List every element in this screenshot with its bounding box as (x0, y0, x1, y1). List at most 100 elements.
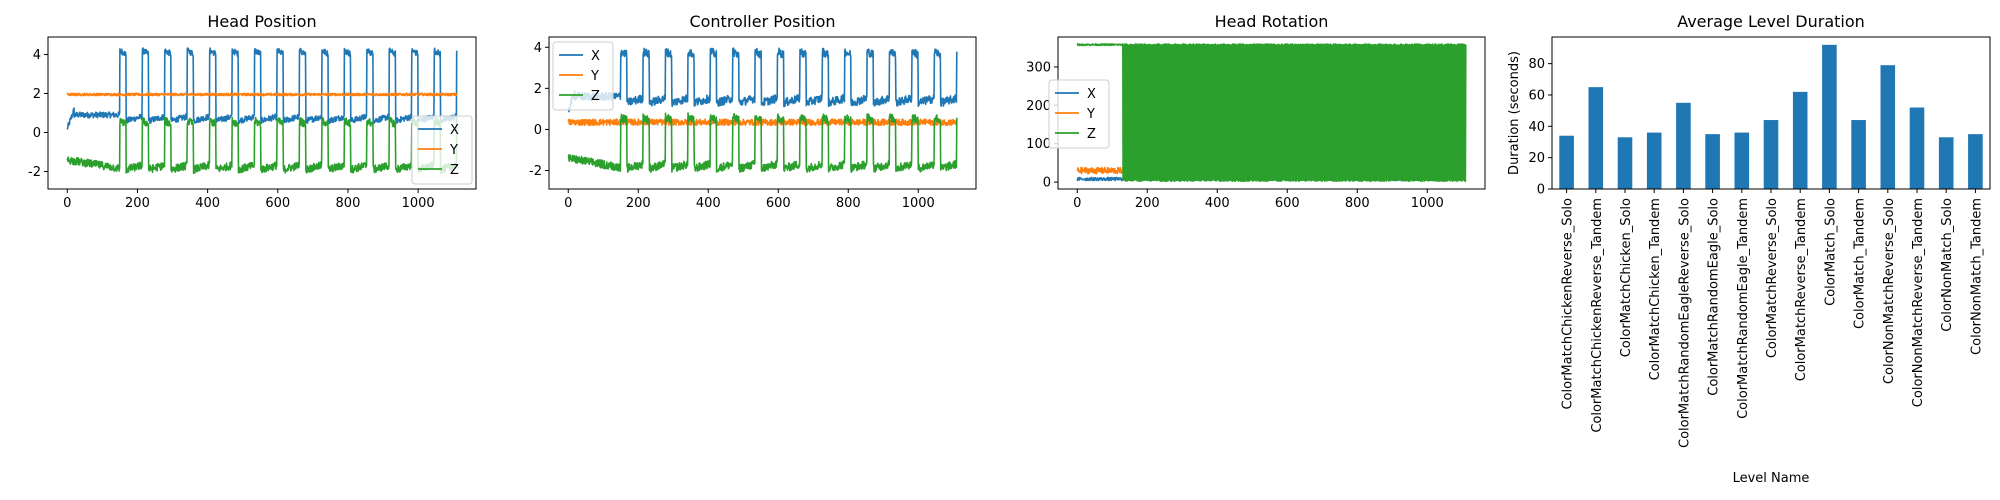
series-group (1076, 43, 1467, 183)
y-tick-label: 20 (1528, 151, 1545, 166)
x-tick-label: 600 (1275, 196, 1300, 211)
legend: XYZ (411, 115, 473, 185)
x-tick-label: 1000 (902, 196, 935, 211)
x-tick-label: 200 (626, 196, 651, 211)
x-tick-label: 600 (265, 196, 290, 211)
series-line-z (1076, 43, 1467, 183)
y-tick-label: 2 (33, 87, 41, 102)
legend-label: Y (1086, 107, 1095, 122)
series-line-x (567, 47, 958, 113)
legend-label: Z (591, 89, 600, 104)
axes-frame (548, 36, 977, 190)
category-label: ColorNonMatch_Solo (1940, 198, 1955, 332)
x-tick-label: 1000 (402, 196, 435, 211)
category-label: ColorMatchChicken_Solo (1619, 198, 1634, 357)
y-tick-label: 60 (1528, 88, 1545, 103)
y-tick-label: 200 (1026, 99, 1051, 114)
bar (1822, 44, 1837, 189)
bar (1559, 135, 1574, 189)
y-tick-label: 100 (1026, 137, 1051, 152)
category-label: ColorMatchRandomEagle_Tandem (1736, 198, 1751, 419)
legend-label: Y (590, 69, 599, 84)
x-tick-label: 800 (1345, 196, 1370, 211)
x-tick-label: 0 (564, 196, 572, 211)
bar (1734, 132, 1750, 189)
category-label: ColorMatch_Tandem (1853, 198, 1868, 329)
series-line-z (567, 112, 958, 173)
y-tick-label: 300 (1026, 60, 1051, 75)
bar (1968, 134, 1983, 189)
series-group (66, 47, 458, 175)
chart-title: Head Rotation (1215, 12, 1329, 31)
chart-title: Head Position (207, 12, 316, 31)
y-tick-label: -2 (529, 164, 542, 179)
bar (1880, 65, 1896, 189)
x-axis-label: Level Name (1733, 471, 1810, 486)
line-panel-3: Head Rotation 0 200 400 600 800 1000 0 100 200 300… (1026, 12, 1486, 211)
x-tick-label: 0 (63, 196, 71, 211)
line-panel-1: Head Position 0 200 400 600 800 1000 -2 0 2 4 XYZ (28, 12, 477, 211)
category-label: ColorMatchChickenReverse_Tandem (1590, 198, 1605, 433)
bar (1851, 120, 1866, 189)
legend: XYZ (552, 41, 614, 111)
legend-box (1048, 79, 1110, 149)
y-tick-label: 80 (1528, 57, 1545, 72)
x-tick-label: 400 (696, 196, 721, 211)
legend-label: Z (1087, 127, 1096, 142)
series-line-y (66, 92, 458, 97)
category-label: ColorMatchReverse_Tandem (1794, 198, 1809, 381)
bar (1588, 87, 1604, 189)
series-line-x (66, 47, 458, 130)
legend-label: X (1087, 87, 1096, 102)
y-axis-label: Duration (seconds) (1507, 51, 1522, 175)
y-tick-label: -2 (28, 165, 41, 180)
y-tick-label: 4 (33, 48, 41, 63)
bar (1646, 132, 1662, 189)
x-tick-label: 800 (336, 196, 361, 211)
category-label: ColorNonMatchReverse_Tandem (1911, 198, 1926, 407)
y-tick-label: 40 (1528, 120, 1545, 135)
category-label: ColorMatchRandomEagleReverse_Solo (1677, 198, 1692, 448)
bar (1676, 102, 1691, 189)
legend-label: X (450, 123, 459, 138)
axes-frame (47, 36, 477, 190)
legend-label: Z (450, 163, 459, 178)
chart-title: Controller Position (689, 12, 835, 31)
x-tick-label: 400 (195, 196, 220, 211)
bar-panel: Average Level Duration ColorMatchChickenR… (1507, 12, 1991, 486)
category-label: ColorMatchRandomEagle_Solo (1707, 198, 1722, 396)
y-tick-label: 4 (534, 41, 542, 56)
legend: XYZ (1048, 79, 1110, 149)
x-tick-label: 800 (836, 196, 861, 211)
bar (1763, 120, 1779, 189)
line-panel-2: Controller Position 0 200 400 600 800 1000 -2 0 2… (529, 12, 977, 211)
y-tick-label: 0 (33, 126, 41, 141)
x-tick-label: 1000 (1411, 196, 1444, 211)
category-label: ColorNonMatch_Tandem (1969, 198, 1984, 355)
legend-box (552, 41, 614, 111)
category-label: ColorMatchReverse_Solo (1765, 198, 1780, 358)
y-tick-label: 2 (534, 82, 542, 97)
bar (1705, 134, 1720, 189)
bar (1909, 107, 1925, 189)
legend-label: X (591, 49, 600, 64)
chart-title: Average Level Duration (1677, 12, 1865, 31)
axes-frame (1551, 36, 1991, 190)
y-tick-label: 0 (1537, 183, 1545, 198)
series-group (567, 47, 958, 173)
series-line-z (66, 116, 458, 175)
x-tick-label: 200 (1135, 196, 1160, 211)
legend-box (411, 115, 473, 185)
y-tick-label: 0 (1043, 176, 1051, 191)
x-tick-label: 400 (1205, 196, 1230, 211)
x-tick-label: 600 (766, 196, 791, 211)
bar (1938, 137, 1954, 189)
category-label: ColorMatch_Solo (1823, 198, 1838, 306)
category-label: ColorMatchChicken_Tandem (1648, 198, 1663, 380)
x-tick-label: 200 (125, 196, 150, 211)
y-tick-label: 0 (534, 123, 542, 138)
category-label: ColorMatchChickenReverse_Solo (1561, 198, 1576, 410)
x-tick-label: 0 (1073, 196, 1081, 211)
bar (1792, 91, 1808, 189)
